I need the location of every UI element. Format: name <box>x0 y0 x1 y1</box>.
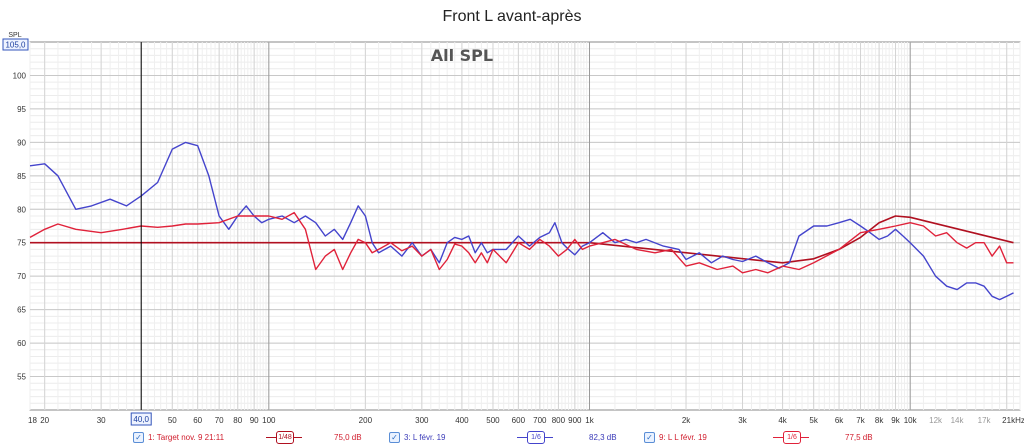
legend-item-ll[interactable]: ✓ 9: L L févr. 19 <box>644 432 707 443</box>
x-tick-label: 3k <box>738 416 747 425</box>
legend-swatch-l[interactable]: 1/6 <box>517 431 553 444</box>
smoothing-ll: 1/6 <box>783 431 801 444</box>
level-target: 75,0 dB <box>334 433 362 442</box>
x-tick-label: 5k <box>809 416 818 425</box>
x-tick-label: 14k <box>951 416 965 425</box>
legend-label-target: 1: Target nov. 9 21:11 <box>148 433 225 442</box>
legend-label-l: 3: L févr. 19 <box>404 433 446 442</box>
legend-swatch-ll[interactable]: 1/6 <box>773 431 809 444</box>
checkbox-target[interactable]: ✓ <box>133 432 144 443</box>
series-line-3 <box>29 211 1014 274</box>
x-tick-label: 20 <box>40 416 49 425</box>
smoothing-target: 1/48 <box>276 431 294 444</box>
x-tick-label: 50 <box>168 416 177 425</box>
y-tick-label: 80 <box>17 205 26 214</box>
x-tick-label: 18 <box>28 416 37 425</box>
x-tick-label: 8k <box>875 416 884 425</box>
y-tick-label: 95 <box>17 105 26 114</box>
checkbox-l[interactable]: ✓ <box>389 432 400 443</box>
y-tick-label: 90 <box>17 138 26 147</box>
y-tick-label: 75 <box>17 239 26 248</box>
cursor-frequency-marker: 40,0 <box>130 412 152 426</box>
x-tick-label: 70 <box>215 416 224 425</box>
x-tick-label: 21kHz <box>1002 416 1024 425</box>
series-line-1 <box>30 215 1014 264</box>
x-tick-label: 17k <box>978 416 992 425</box>
svg-text:40,0: 40,0 <box>133 415 149 424</box>
x-tick-label: 30 <box>97 416 106 425</box>
legend-item-target[interactable]: ✓ 1: Target nov. 9 21:11 <box>133 432 224 443</box>
x-tick-label: 800 <box>552 416 566 425</box>
x-tick-label: 90 <box>250 416 259 425</box>
legend: ✓ 1: Target nov. 9 21:11 1/48 75,0 dB ✓ … <box>0 430 1024 447</box>
svg-text:105,0: 105,0 <box>5 41 26 50</box>
x-tick-label: 6k <box>835 416 844 425</box>
y-tick-labels: 55 60 65 70 75 80 85 90 95 100 <box>13 71 27 381</box>
x-tick-label: 300 <box>415 416 429 425</box>
checkbox-ll[interactable]: ✓ <box>644 432 655 443</box>
x-tick-label: 100 <box>262 416 276 425</box>
y-tick-label: 60 <box>17 339 26 348</box>
y-axis-label: SPL <box>8 32 21 39</box>
x-tick-label: 80 <box>233 416 242 425</box>
x-tick-label: 600 <box>512 416 526 425</box>
x-tick-label: 900 <box>568 416 582 425</box>
y-tick-label: 70 <box>17 272 26 281</box>
smoothing-l: 1/6 <box>527 431 545 444</box>
x-tick-label: 2k <box>682 416 691 425</box>
legend-item-l[interactable]: ✓ 3: L févr. 19 <box>389 432 446 443</box>
series-line-2 <box>29 141 1014 301</box>
x-tick-label: 700 <box>533 416 547 425</box>
chart-title: Front L avant-après <box>442 8 582 25</box>
minor-grid <box>29 42 1021 410</box>
y-max-marker: 105,0 <box>2 38 29 51</box>
x-tick-label: 7k <box>856 416 865 425</box>
legend-swatch-target[interactable]: 1/48 <box>266 431 302 444</box>
all-spl-label: All SPL <box>431 46 493 65</box>
y-tick-label: 85 <box>17 172 26 181</box>
x-tick-label: 400 <box>455 416 469 425</box>
x-tick-label: 9k <box>891 416 900 425</box>
series-lines <box>29 141 1014 301</box>
y-tick-label: 100 <box>13 71 27 80</box>
x-tick-label: 200 <box>359 416 373 425</box>
y-tick-label: 55 <box>17 373 26 382</box>
y-tick-label: 65 <box>17 306 26 315</box>
x-tick-label: 12k <box>929 416 943 425</box>
level-l: 82,3 dB <box>589 433 617 442</box>
x-tick-labels: 18 20 30 50 60 70 80 90 100 200 300 400 500 600 700 800… <box>28 416 1024 425</box>
x-tick-label: 500 <box>486 416 500 425</box>
x-tick-label: 1k <box>585 416 594 425</box>
level-ll: 77,5 dB <box>845 433 873 442</box>
x-tick-label: 60 <box>193 416 202 425</box>
x-tick-label: 10k <box>904 416 918 425</box>
x-tick-label: 4k <box>778 416 787 425</box>
legend-label-ll: 9: L L févr. 19 <box>659 433 707 442</box>
